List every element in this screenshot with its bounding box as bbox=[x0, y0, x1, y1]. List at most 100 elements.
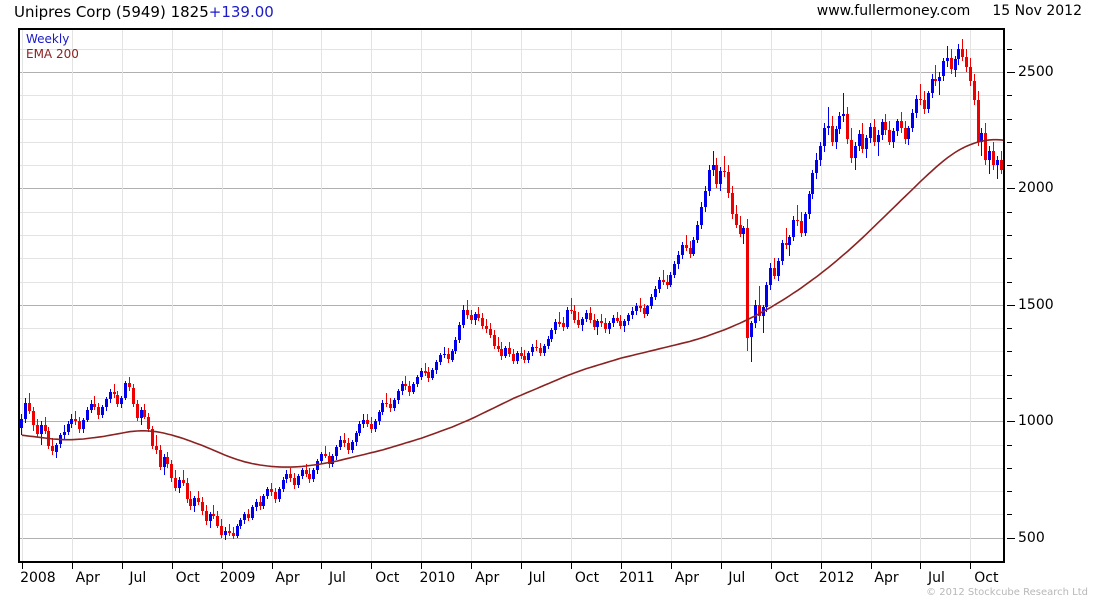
candle-wick bbox=[639, 297, 641, 312]
y-axis-tick bbox=[1007, 118, 1012, 120]
x-axis-label: Jul bbox=[528, 570, 546, 586]
candle-body bbox=[734, 214, 738, 225]
x-axis-tick bbox=[321, 563, 323, 569]
candle-body bbox=[170, 464, 174, 479]
candle-wick bbox=[443, 346, 445, 359]
gridline-horizontal bbox=[20, 71, 1003, 73]
candle-body bbox=[853, 146, 857, 158]
x-axis-label: Apr bbox=[874, 570, 899, 586]
candle-body bbox=[504, 347, 508, 357]
candle-body bbox=[373, 421, 377, 430]
candle-wick bbox=[1004, 160, 1005, 188]
candle-wick bbox=[405, 375, 407, 390]
candle-wick bbox=[570, 297, 572, 315]
candle-body bbox=[665, 281, 669, 285]
gridline-horizontal bbox=[20, 211, 1003, 213]
candle-body bbox=[600, 321, 604, 324]
y-axis-tick bbox=[1007, 351, 1012, 353]
candle-body bbox=[465, 309, 469, 316]
candle-body bbox=[730, 193, 734, 214]
candle-body bbox=[907, 127, 911, 140]
candle-body bbox=[158, 450, 162, 467]
candle-body bbox=[849, 139, 853, 159]
y-axis-tick bbox=[1007, 374, 1012, 376]
candle-body bbox=[488, 329, 492, 336]
candle-body bbox=[642, 308, 646, 315]
candle-body bbox=[753, 304, 757, 324]
candle-body bbox=[988, 151, 992, 161]
candle-body bbox=[669, 274, 673, 285]
x-axis-label: Apr bbox=[275, 570, 300, 586]
candle-body bbox=[181, 479, 185, 483]
candle-body bbox=[319, 453, 323, 461]
gridline-horizontal bbox=[20, 374, 1003, 376]
gridline-vertical bbox=[720, 30, 722, 561]
candle-wick bbox=[685, 234, 687, 252]
chart-date: 15 Nov 2012 bbox=[992, 3, 1082, 19]
candle-body bbox=[304, 470, 308, 474]
candle-body bbox=[976, 99, 980, 142]
candle-body bbox=[834, 129, 838, 142]
candle-body bbox=[89, 403, 93, 410]
plot-area[interactable]: Weekly EMA 200 bbox=[18, 28, 1005, 563]
x-axis-tick bbox=[920, 563, 922, 569]
candle-body bbox=[527, 352, 531, 361]
y-axis-tick bbox=[1007, 141, 1012, 143]
candle-body bbox=[627, 315, 631, 322]
candle-body bbox=[684, 245, 688, 248]
candle-body bbox=[442, 353, 446, 356]
candle-body bbox=[880, 122, 884, 135]
candle-body bbox=[542, 345, 546, 354]
candle-body bbox=[769, 267, 773, 286]
x-axis-label: Apr bbox=[75, 570, 100, 586]
candle-wick bbox=[843, 92, 845, 122]
candle-wick bbox=[751, 321, 752, 362]
candle-body bbox=[650, 296, 654, 306]
candle-body bbox=[147, 416, 151, 430]
candle-body bbox=[646, 306, 650, 315]
candle-body bbox=[74, 418, 78, 422]
candle-body bbox=[872, 126, 876, 142]
candle-body bbox=[300, 470, 304, 476]
candle-body bbox=[991, 151, 995, 166]
candle-body bbox=[197, 498, 201, 502]
candle-body bbox=[220, 526, 224, 535]
candle-body bbox=[623, 321, 627, 326]
x-axis-label: Oct bbox=[375, 570, 400, 586]
candle-wick bbox=[113, 384, 115, 398]
candle-body bbox=[631, 310, 634, 316]
gridline-horizontal bbox=[20, 258, 1003, 260]
candle-body bbox=[581, 318, 584, 325]
candle-body bbox=[972, 81, 976, 100]
gridline-horizontal bbox=[20, 351, 1003, 353]
candle-wick bbox=[785, 228, 787, 249]
gridline-horizontal bbox=[20, 467, 1003, 469]
candle-body bbox=[573, 310, 577, 320]
y-axis-tick bbox=[1007, 421, 1015, 423]
candle-wick bbox=[424, 363, 426, 376]
gridline-vertical bbox=[221, 30, 223, 561]
candle-body bbox=[185, 483, 189, 500]
candle-wick bbox=[743, 225, 745, 245]
x-axis-tick bbox=[21, 563, 23, 569]
candle-body bbox=[20, 418, 24, 429]
x-axis-label: Jul bbox=[129, 570, 147, 586]
candle-body bbox=[750, 323, 753, 338]
candle-body bbox=[358, 423, 362, 433]
y-axis-tick bbox=[1007, 71, 1015, 73]
candle-body bbox=[535, 346, 538, 349]
candle-body bbox=[765, 285, 769, 308]
candle-wick bbox=[232, 527, 234, 539]
chart-header: Unipres Corp (5949) 1825+139.00 www.full… bbox=[0, 0, 1100, 26]
candle-body bbox=[28, 402, 32, 411]
y-axis-label: 1500 bbox=[1018, 296, 1054, 313]
candle-body bbox=[262, 495, 266, 507]
candle-body bbox=[235, 526, 239, 536]
candle-wick bbox=[94, 395, 96, 410]
candle-body bbox=[895, 120, 899, 132]
candle-body bbox=[266, 488, 270, 496]
gridline-horizontal bbox=[20, 491, 1003, 493]
candle-body bbox=[680, 245, 684, 255]
candle-body bbox=[654, 288, 657, 297]
candle-body bbox=[980, 132, 984, 142]
